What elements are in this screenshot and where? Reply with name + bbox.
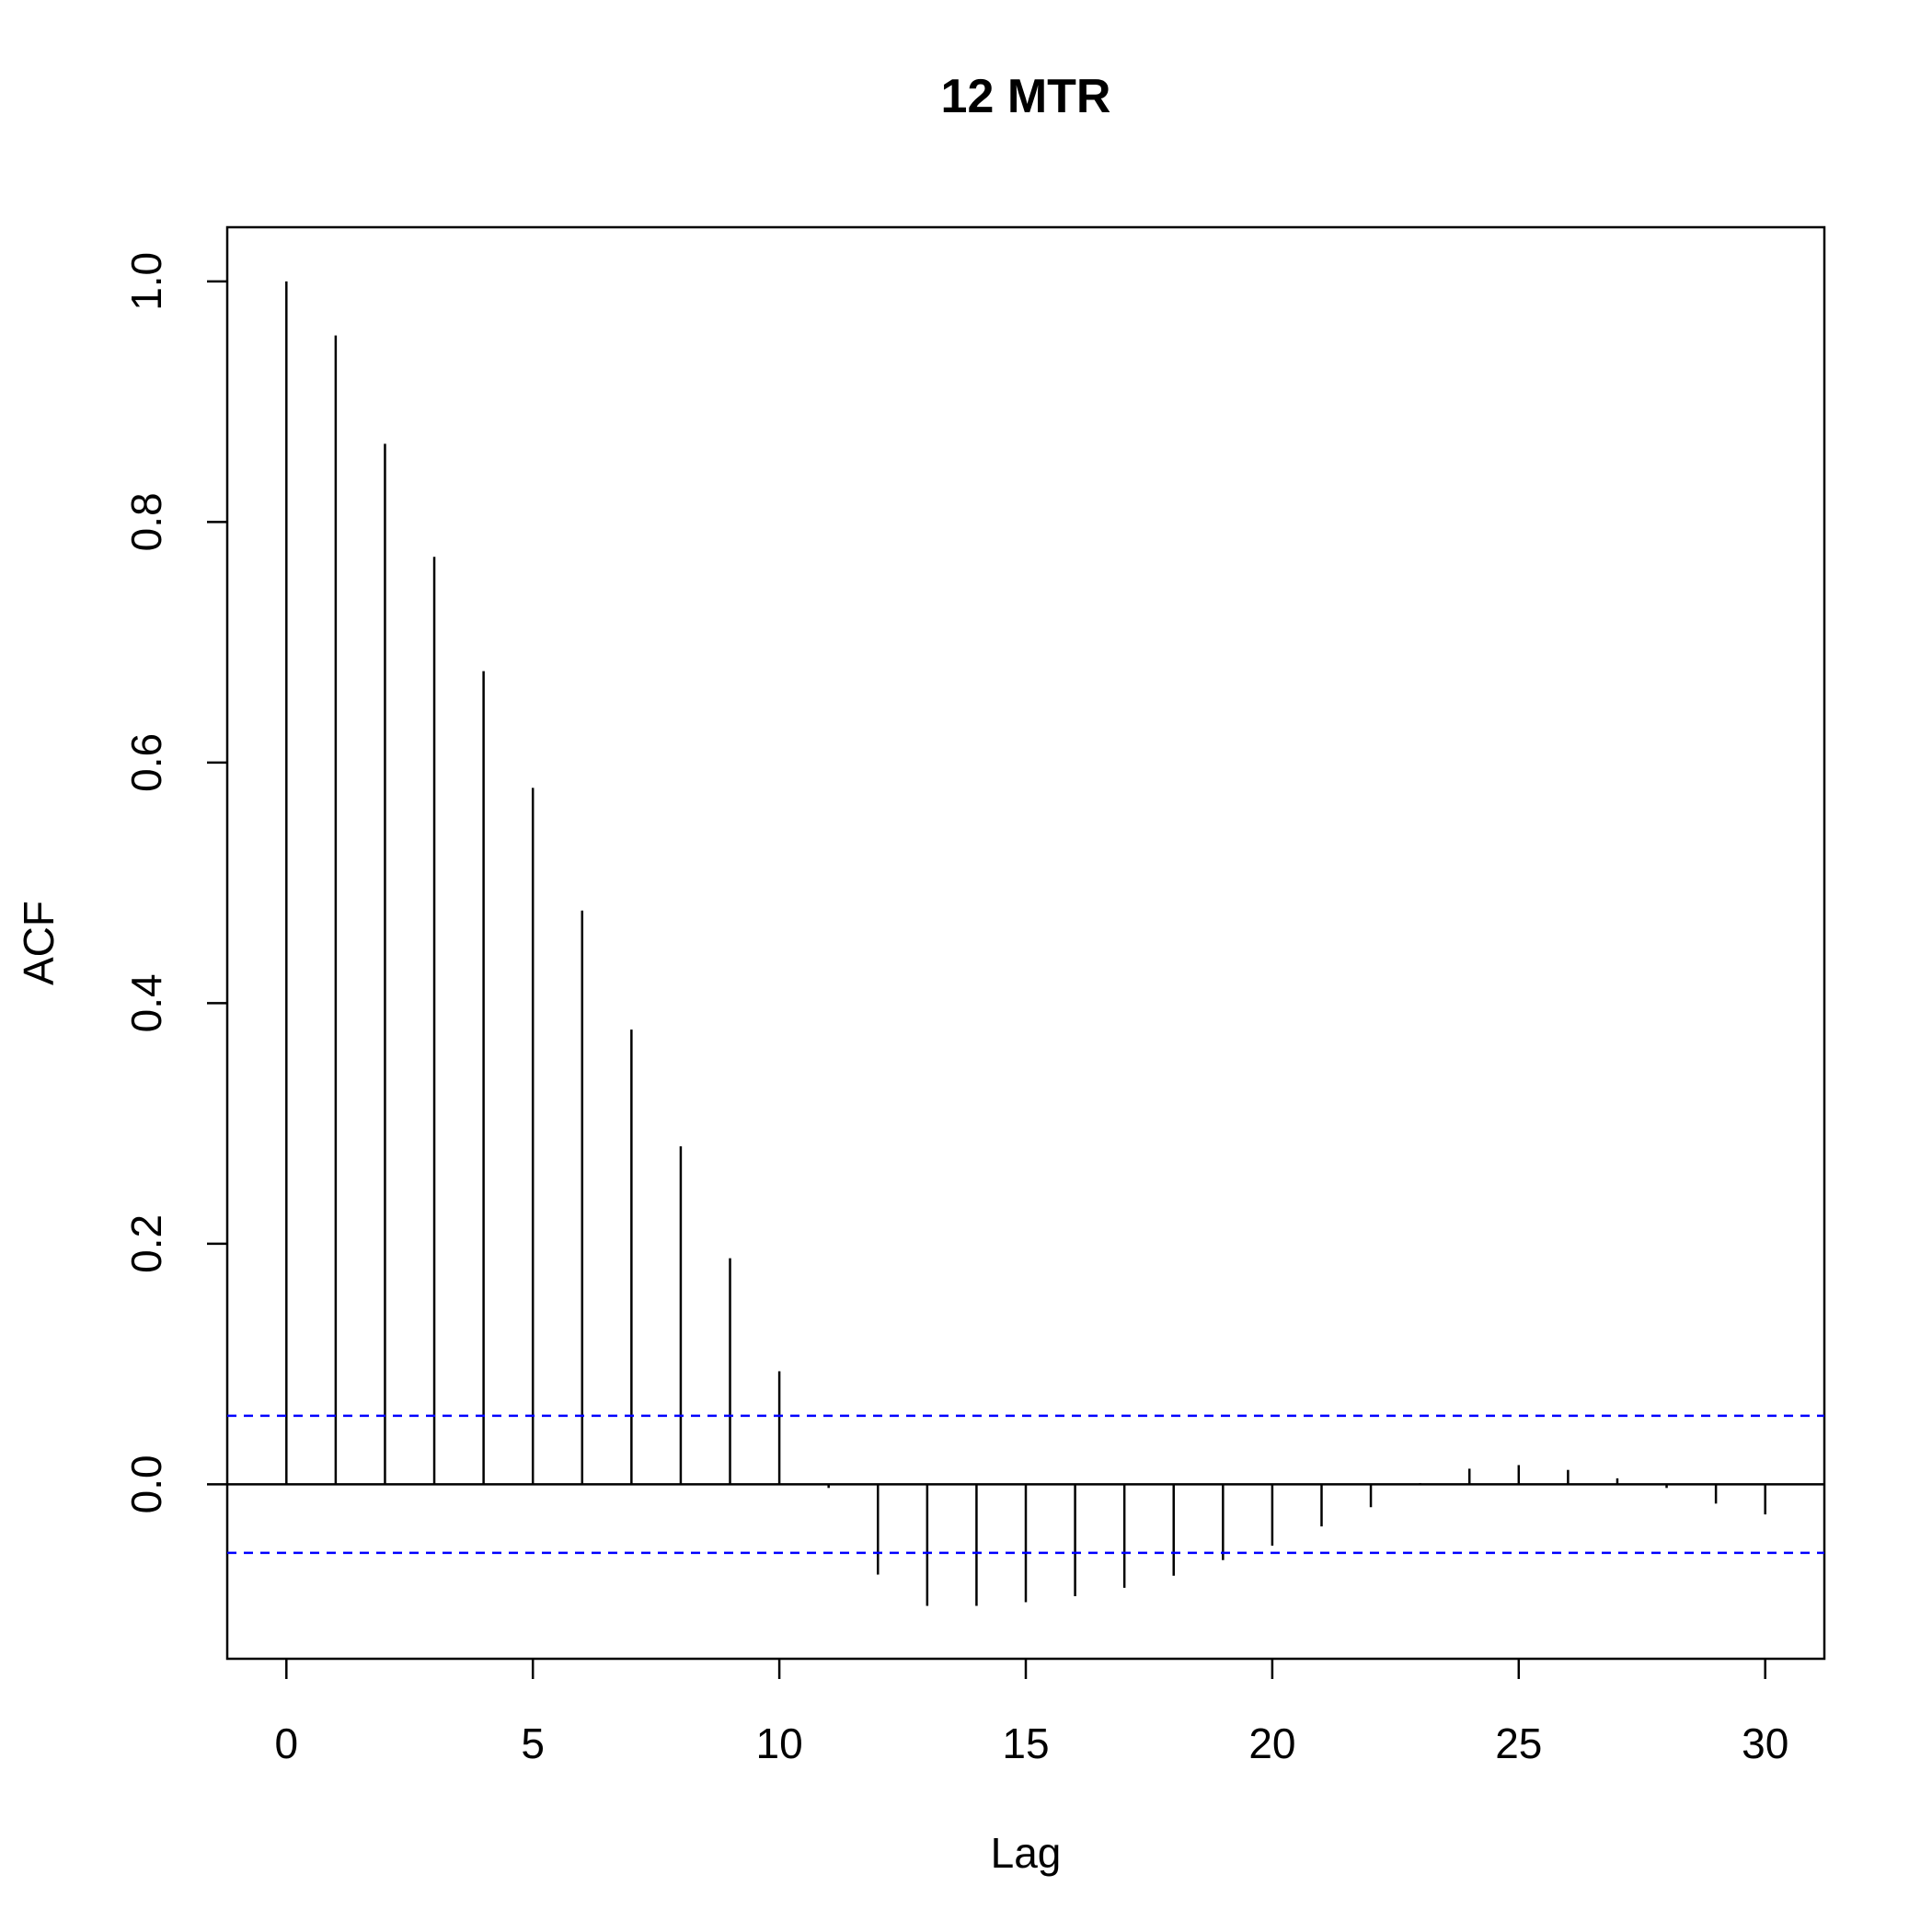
y-tick-label: 0.4 xyxy=(122,973,170,1032)
x-tick-label: 25 xyxy=(1495,1719,1542,1767)
x-tick-label: 30 xyxy=(1742,1719,1788,1767)
y-tick-label: 1.0 xyxy=(122,252,170,311)
y-tick-label: 0.6 xyxy=(122,733,170,792)
x-axis-label: Lag xyxy=(991,1829,1062,1877)
y-axis-label: ACF xyxy=(15,901,63,985)
x-tick-label: 5 xyxy=(521,1719,545,1767)
confidence-bounds xyxy=(227,1414,1824,1555)
y-tick-label: 0.0 xyxy=(122,1455,170,1513)
chart-title: 12 MTR xyxy=(941,70,1111,123)
x-tick-label: 0 xyxy=(274,1719,298,1767)
x-tick-label: 20 xyxy=(1248,1719,1295,1767)
acf-bars xyxy=(285,281,1766,1606)
x-axis: 0 5 10 15 20 25 30 xyxy=(274,1659,1788,1767)
x-tick-label: 10 xyxy=(756,1719,803,1767)
plot-frame xyxy=(225,225,1826,1661)
y-axis: 0.0 0.2 0.4 0.6 0.8 1.0 xyxy=(122,252,227,1513)
y-tick-label: 0.2 xyxy=(122,1214,170,1273)
y-tick-label: 0.8 xyxy=(122,492,170,551)
x-tick-label: 15 xyxy=(1002,1719,1049,1767)
